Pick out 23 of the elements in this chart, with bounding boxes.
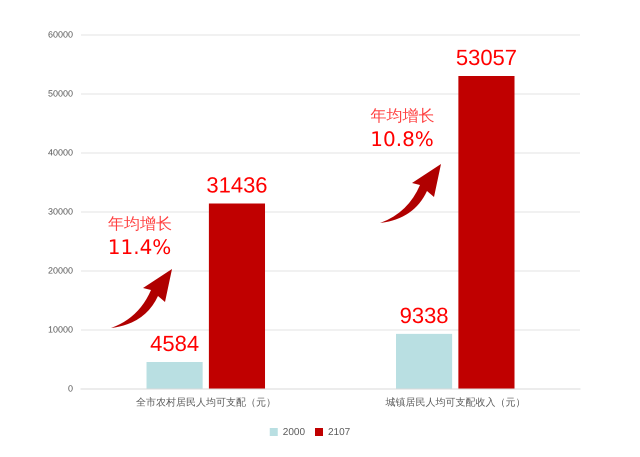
data-label: 9338 (400, 302, 449, 328)
data-label: 31436 (206, 172, 268, 198)
data-label: 53057 (456, 45, 518, 70)
bar (396, 334, 452, 388)
y-tick-label: 20000 (48, 265, 74, 276)
annotation: 10.8% (370, 127, 434, 152)
annotation: 年均增长 (370, 106, 434, 126)
y-tick-label: 60000 (48, 29, 74, 40)
data-label: 4584 (150, 331, 200, 356)
y-tick-label: 0 (68, 383, 74, 394)
x-tick-label: 城镇居民人均可支配收入（元） (384, 396, 526, 409)
x-tick-label: 全市农村居民人均可支配（元） (136, 396, 276, 409)
bar (458, 76, 515, 388)
annotation: 年均增长 (108, 214, 172, 234)
annotation: 11.4% (108, 235, 172, 260)
y-tick-label: 40000 (48, 147, 74, 158)
bar (146, 362, 203, 388)
y-tick-label: 50000 (48, 88, 74, 98)
legend-label: 2000 (282, 426, 306, 438)
y-tick-label: 10000 (48, 324, 74, 334)
legend-label: 2107 (328, 426, 351, 438)
y-tick-label: 30000 (48, 206, 74, 216)
bar (208, 204, 266, 388)
